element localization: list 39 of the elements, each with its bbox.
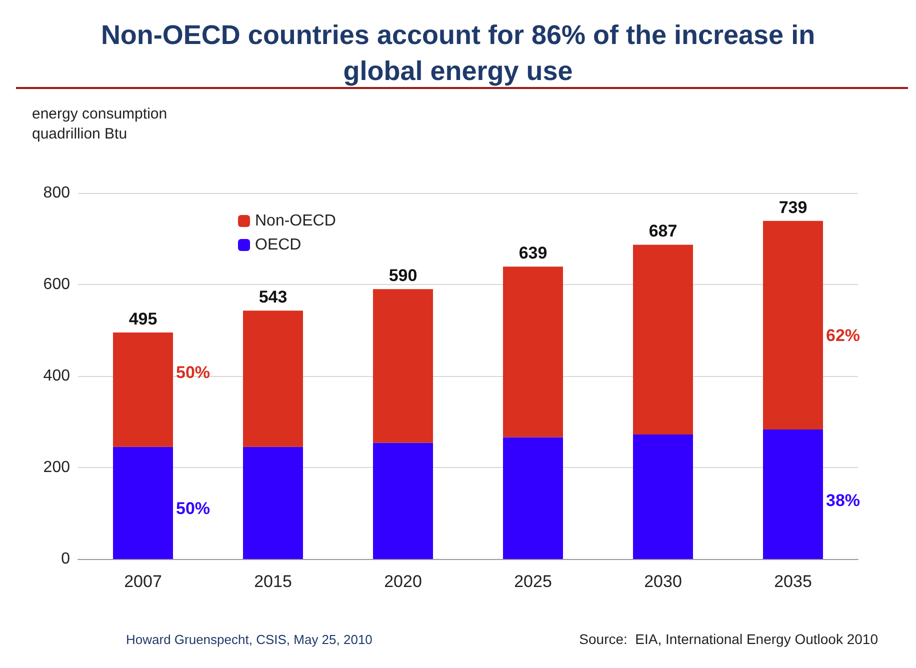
bar xyxy=(633,244,693,435)
bar xyxy=(373,442,433,559)
total-label: 495 xyxy=(128,310,158,329)
annotation: 50% xyxy=(176,363,210,382)
bar xyxy=(633,434,693,559)
x-tick-label: 2030 xyxy=(644,572,682,591)
y-tick-label: 200 xyxy=(43,459,70,476)
bar xyxy=(503,266,563,438)
y-tick-label: 600 xyxy=(43,276,70,293)
bar xyxy=(243,446,303,559)
bar xyxy=(373,289,433,443)
total-label: 590 xyxy=(388,266,418,286)
total-label: 739 xyxy=(778,198,808,217)
text: Howard Gruenspecht, CSIS, May 25, 2010 xyxy=(126,632,372,647)
annotation: 38% xyxy=(826,491,860,510)
total-label: 543 xyxy=(258,288,288,307)
bar xyxy=(113,332,173,447)
source-note: Source: EIA, International Energy Outlook 2010 xyxy=(579,631,878,647)
bar xyxy=(113,446,173,559)
y-tick-label: 800 xyxy=(43,184,70,202)
x-tick-label: 2025 xyxy=(514,572,552,591)
chart-title: Non-OECD countries account for 86% of the increase in global energy use xyxy=(100,20,816,86)
bar xyxy=(503,437,563,559)
legend-label: Non-OECD xyxy=(255,212,336,230)
legend-label: OECD xyxy=(255,236,302,254)
y-tick-label: 0 xyxy=(61,550,70,568)
bar xyxy=(763,220,823,430)
y-axis-title: energy consumption quadrillion Btu xyxy=(32,106,168,142)
annotation: 50% xyxy=(176,499,210,518)
x-tick-label: 2007 xyxy=(124,572,162,591)
total-label: 687 xyxy=(648,222,678,241)
x-tick-label: 2035 xyxy=(774,572,812,591)
bar xyxy=(763,430,823,559)
y-tick-label: 400 xyxy=(43,368,70,384)
total-label: 639 xyxy=(518,244,548,263)
x-tick-label: 2020 xyxy=(384,572,422,591)
x-tick-label: 2015 xyxy=(254,572,292,591)
bar xyxy=(243,310,303,447)
annotation: 62% xyxy=(826,326,860,346)
